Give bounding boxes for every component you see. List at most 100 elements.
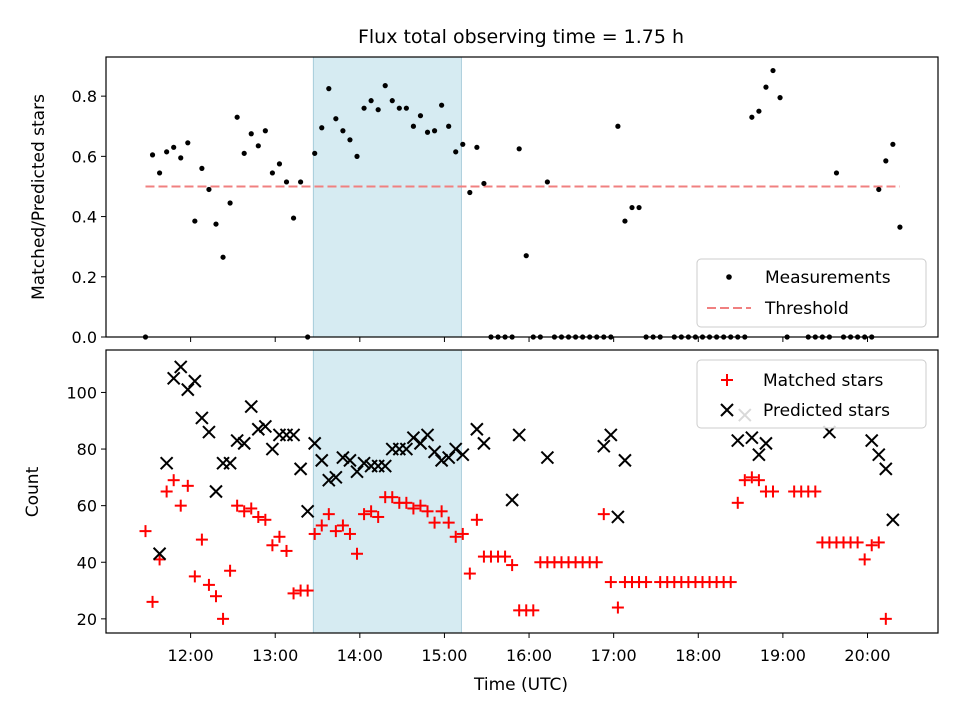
predicted-point bbox=[174, 360, 188, 374]
measurement-point bbox=[876, 186, 882, 193]
matched-point bbox=[315, 519, 328, 532]
predicted-point bbox=[230, 433, 244, 448]
measurement-point bbox=[897, 224, 903, 230]
predicted-point bbox=[512, 428, 526, 442]
predicted-point bbox=[300, 504, 315, 519]
matched-point bbox=[640, 576, 653, 589]
predicted-point bbox=[209, 484, 223, 499]
measurement-point bbox=[439, 102, 445, 108]
matched-point bbox=[499, 550, 512, 563]
matched-point bbox=[435, 505, 448, 518]
observing-time-span bbox=[312, 56, 462, 338]
measurement-point bbox=[481, 180, 487, 187]
top-plot-frame bbox=[105, 56, 939, 338]
x-tick-label: 12:00 bbox=[168, 646, 214, 665]
predicted-point bbox=[166, 371, 181, 386]
bottom-x-axis: 12:00 13:00 14:00 15:00 16:00 17:00 18:00 19:00… bbox=[168, 633, 891, 665]
measurement-point bbox=[382, 83, 388, 89]
bottom-legend: Matched stars Predicted stars bbox=[696, 359, 927, 429]
legend-predicted-label: Predicted stars bbox=[763, 401, 890, 421]
matched-point bbox=[463, 567, 476, 580]
x-tick-label: 17:00 bbox=[591, 646, 637, 665]
matched-point bbox=[351, 547, 364, 560]
measurement-point bbox=[516, 146, 522, 152]
predicted-point bbox=[865, 433, 879, 448]
predicted-point bbox=[152, 547, 167, 561]
matched-point bbox=[202, 578, 215, 591]
predicted-point bbox=[237, 436, 251, 451]
measurement-point bbox=[777, 95, 783, 101]
matched-point bbox=[365, 505, 378, 518]
y-tick-label: 60 bbox=[77, 497, 97, 516]
matched-point bbox=[195, 533, 208, 546]
measurement-point bbox=[883, 158, 889, 164]
matched-point bbox=[336, 519, 349, 532]
measurement-point bbox=[467, 189, 473, 196]
measurement-point bbox=[629, 204, 635, 211]
measurement-point bbox=[213, 221, 219, 227]
predicted-point bbox=[251, 422, 266, 436]
measurement-point bbox=[227, 200, 233, 206]
predicted-point bbox=[399, 442, 414, 456]
y-tick-label: 0.0 bbox=[72, 328, 97, 347]
predicted-point bbox=[441, 450, 456, 465]
matched-point bbox=[167, 474, 180, 487]
measurement-point bbox=[770, 67, 776, 74]
measurement-point bbox=[460, 141, 466, 147]
matched-point bbox=[872, 536, 885, 549]
predicted-point bbox=[752, 448, 766, 462]
measurement-point bbox=[347, 137, 353, 143]
predicted-point bbox=[456, 448, 470, 462]
y-tick-label: 0.6 bbox=[72, 147, 97, 166]
matched-point bbox=[745, 471, 758, 484]
matched-point bbox=[407, 502, 420, 515]
matched-point bbox=[597, 508, 610, 521]
predicted-point bbox=[872, 448, 886, 462]
x-tick-label: 15:00 bbox=[421, 646, 467, 665]
matched-point bbox=[238, 505, 251, 518]
matched-point bbox=[322, 508, 335, 521]
measurement-point bbox=[410, 123, 417, 129]
measurement-point bbox=[290, 215, 297, 221]
predicted-point bbox=[505, 493, 519, 507]
bottom-y-axis-label: Count bbox=[23, 466, 43, 517]
measurement-point bbox=[283, 179, 290, 185]
measurement-point bbox=[424, 129, 431, 135]
predicted-point bbox=[759, 436, 773, 451]
measurement-point bbox=[636, 204, 642, 211]
measurement-point bbox=[171, 144, 177, 150]
top-y-axis: 0.0 0.2 0.4 0.6 0.8 bbox=[72, 87, 106, 347]
matched-point bbox=[400, 496, 413, 509]
measurement-point bbox=[615, 123, 621, 129]
y-tick-label: 0.8 bbox=[72, 87, 97, 106]
top-legend-box bbox=[696, 258, 927, 328]
measurement-point bbox=[403, 105, 409, 111]
measurement-point bbox=[312, 150, 318, 156]
measurement-point bbox=[298, 179, 304, 185]
predicted-point bbox=[336, 450, 350, 465]
matched-point bbox=[146, 595, 159, 608]
matched-point bbox=[386, 491, 399, 504]
predicted-point bbox=[315, 453, 329, 468]
predicted-point bbox=[470, 422, 484, 436]
matched-point bbox=[252, 510, 265, 523]
measurement-point bbox=[375, 107, 381, 113]
matched-point bbox=[139, 525, 152, 538]
matched-point bbox=[358, 508, 371, 521]
matched-point bbox=[851, 536, 864, 549]
measurement-point bbox=[185, 140, 191, 146]
matched-point bbox=[181, 479, 194, 492]
legend-matched-marker bbox=[721, 374, 733, 386]
predicted-point bbox=[307, 436, 322, 451]
x-tick-label: 16:00 bbox=[506, 646, 552, 665]
top-legend: Measurements Threshold bbox=[696, 258, 927, 328]
x-tick-label: 20:00 bbox=[844, 646, 890, 665]
predicted-point bbox=[202, 425, 216, 439]
measurement-point bbox=[763, 84, 769, 90]
predicted-point bbox=[378, 459, 392, 473]
top-x-ticks bbox=[190, 337, 868, 342]
measurement-point bbox=[149, 152, 156, 158]
matched-point bbox=[287, 587, 300, 600]
legend-threshold-label: Threshold bbox=[764, 299, 849, 319]
x-tick-label: 18:00 bbox=[675, 646, 721, 665]
